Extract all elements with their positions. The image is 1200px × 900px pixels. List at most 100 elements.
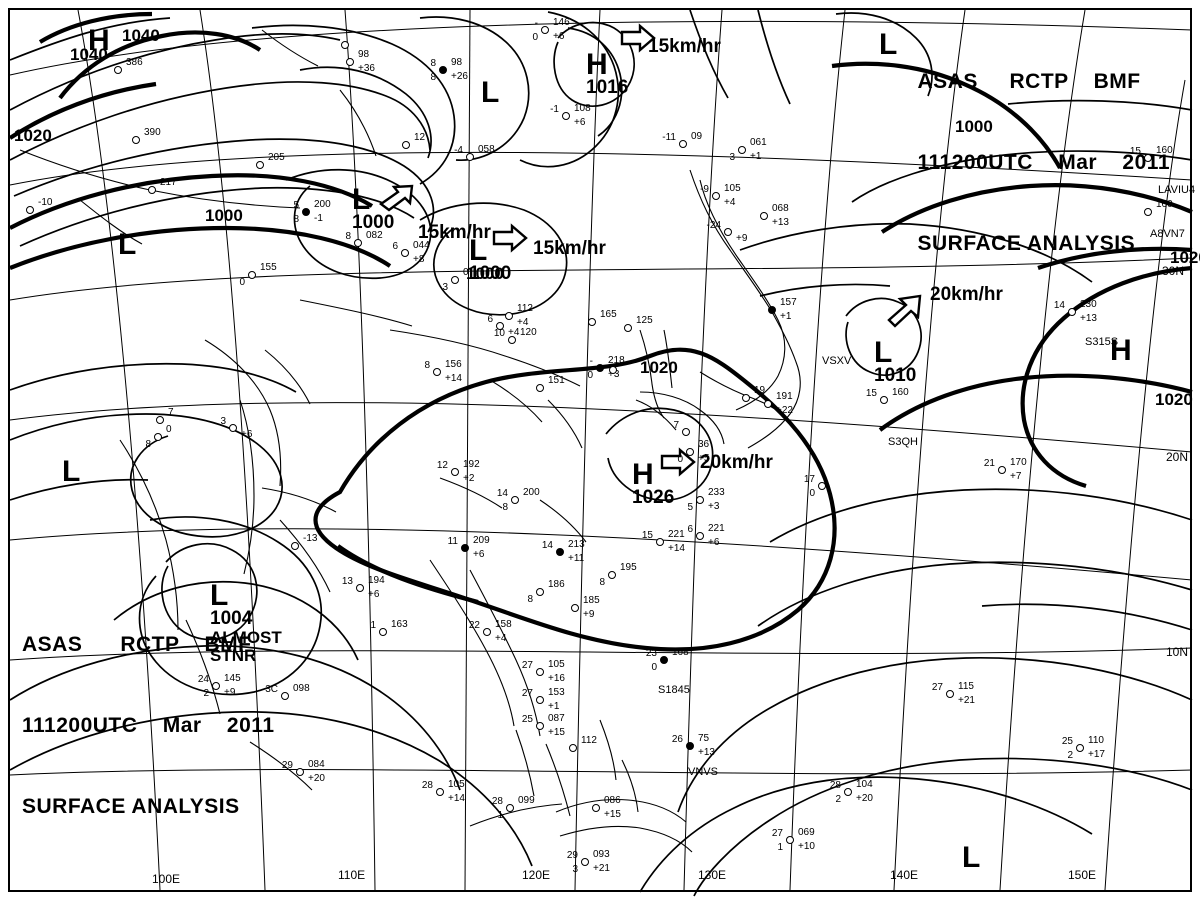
- station-temperature: -9: [700, 184, 709, 195]
- station-pressure: 112: [517, 303, 533, 314]
- isobar-label: 1000: [205, 206, 243, 225]
- station-temperature: -4: [454, 145, 463, 156]
- station-pressure: 158: [495, 619, 512, 630]
- meridians: [77, 9, 1186, 891]
- station-dewpoint: 8: [430, 72, 436, 83]
- station-circle-icon: [302, 208, 310, 216]
- station-pressure: 104: [856, 779, 873, 790]
- station-pressure-tendency: +22: [776, 405, 793, 416]
- station-temperature: 25: [1061, 736, 1073, 747]
- station-temperature: 8: [424, 360, 430, 371]
- station-temperature: 14: [1053, 300, 1065, 311]
- station-pressure-tendency: +6: [553, 31, 565, 42]
- station-circle-icon: [686, 448, 694, 456]
- station-dewpoint: 1: [497, 810, 503, 821]
- station-circle-icon: [592, 804, 600, 812]
- station-circle-icon: [556, 548, 564, 556]
- station-pressure: 205: [268, 152, 285, 163]
- station-circle-icon: [880, 396, 888, 404]
- station-temperature: 15: [641, 530, 653, 541]
- title-top-line1: ASAS RCTP BMF: [917, 70, 1141, 93]
- pressure-center-l: L 1000: [352, 185, 395, 233]
- station-pressure-tendency: +3: [608, 369, 620, 380]
- pressure-center-letter: L: [469, 234, 488, 267]
- station-pressure: 192: [463, 459, 480, 470]
- station-dewpoint: 5: [687, 502, 693, 513]
- station-circle-icon: [998, 466, 1006, 474]
- pressure-center-value: 1000: [352, 212, 395, 233]
- station-temperature: 3C: [265, 684, 278, 695]
- pressure-center-letter: H: [632, 458, 654, 491]
- station-pressure: 170: [1010, 457, 1027, 468]
- station-pressure: 218: [608, 355, 625, 366]
- station-pressure-tendency: +17: [1088, 749, 1105, 760]
- station-pressure-tendency: +6: [368, 589, 380, 600]
- station-identifier: A8VN7: [1150, 228, 1185, 240]
- station-circle-icon: [154, 433, 162, 441]
- title-top-line3: SURFACE ANALYSIS: [917, 232, 1136, 255]
- station-temperature: 23: [645, 648, 657, 659]
- station-dewpoint: 8: [293, 214, 299, 225]
- station-pressure: 209: [473, 535, 490, 546]
- isobar-label: 1040: [122, 26, 160, 45]
- station-pressure: 0: [166, 424, 172, 435]
- station-pressure: 058: [478, 144, 495, 155]
- station-pressure: 157: [780, 297, 797, 308]
- station-pressure: 217: [160, 177, 177, 188]
- station-circle-icon: [1144, 208, 1152, 216]
- station-circle-icon: [571, 604, 579, 612]
- station-temperature: 1: [370, 620, 376, 631]
- station-temperature: 15: [1129, 146, 1141, 157]
- station-pressure: 0: [463, 267, 469, 278]
- station-dewpoint: 2: [835, 794, 841, 805]
- map-frame-border: [8, 8, 1192, 892]
- longitude-label: 130E: [698, 868, 727, 882]
- motion-arrows: [378, 23, 922, 477]
- station-dewpoint: 3: [729, 152, 735, 163]
- latitude-label: 20N: [1166, 450, 1189, 464]
- station-pressure: 112: [581, 735, 597, 746]
- station-circle-icon: [148, 186, 156, 194]
- title-bottom-line1: ASAS RCTP BMF: [22, 633, 252, 656]
- title-top-line2: 111200UTC Mar 2011: [917, 151, 1170, 174]
- station-circle-icon: [508, 336, 516, 344]
- station-circle-icon: [1144, 154, 1152, 162]
- station-pressure: 200: [314, 199, 331, 210]
- station-pressure-tendency: +2: [463, 473, 475, 484]
- station-circle-icon: [696, 496, 704, 504]
- title-bottom-line2: 111200UTC Mar 2011: [22, 714, 275, 737]
- station-circle-icon: [682, 428, 690, 436]
- pressure-center-value: 1026: [632, 487, 675, 508]
- station-dewpoint: 1: [777, 842, 783, 853]
- station-pressure: 108: [574, 103, 591, 114]
- station-circle-icon: [596, 364, 604, 372]
- station-temperature: 6: [687, 524, 693, 535]
- pressure-center-h: H 1026: [632, 458, 675, 508]
- station-temperature: 22: [468, 620, 480, 631]
- pressure-center-l: L: [481, 78, 499, 108]
- station-pressure: 36: [698, 439, 710, 450]
- station-circle-icon: [768, 306, 776, 314]
- station-pressure: -10: [38, 197, 53, 208]
- station-circle-icon: [506, 804, 514, 812]
- pressure-center-letter: L: [879, 28, 898, 61]
- station-pressure: 386: [126, 57, 143, 68]
- station-circle-icon: [946, 690, 954, 698]
- station-pressure: 186: [548, 579, 565, 590]
- station-pressure-tendency: +6: [708, 537, 720, 548]
- station-pressure: 146: [553, 17, 570, 28]
- station-circle-icon: [696, 532, 704, 540]
- pressure-center-value: 1016: [586, 77, 629, 98]
- station-circle-icon: [451, 468, 459, 476]
- station-temperature: 27: [931, 682, 943, 693]
- pressure-center-h: H: [88, 26, 110, 56]
- station-circle-icon: [1076, 744, 1084, 752]
- latitude-label: 10N: [1166, 645, 1189, 659]
- station-temperature: 3: [220, 416, 226, 427]
- station-temperature: 7: [673, 420, 679, 431]
- station-circle-icon: [433, 368, 441, 376]
- station-pressure-tendency: +6: [241, 429, 253, 440]
